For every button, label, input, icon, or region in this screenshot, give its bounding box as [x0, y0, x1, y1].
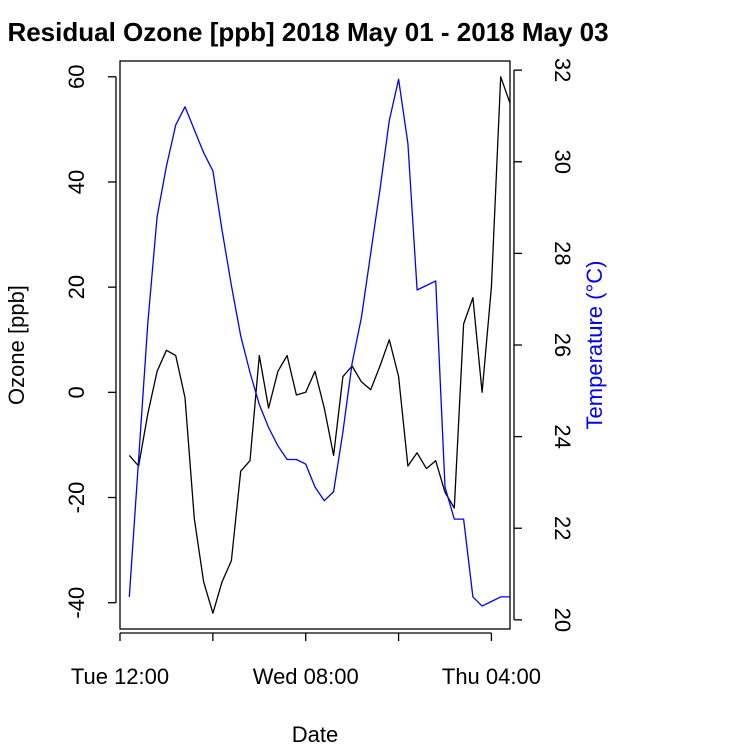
y2-tick-label: 24	[550, 424, 575, 448]
y2-tick-label: 26	[550, 333, 575, 357]
y-tick-label: 20	[64, 275, 89, 299]
x-tick-label: Tue 12:00	[71, 664, 169, 689]
x-axis: Tue 12:00 Wed 08:00 Thu 04:00	[71, 632, 541, 689]
y-axis-temperature: 20 22 24 26 28 30 32	[513, 58, 575, 632]
y2-tick-label: 30	[550, 150, 575, 174]
y-tick-label: -20	[64, 482, 89, 514]
chart-title: Residual Ozone [ppb] 2018 May 01 - 2018 …	[7, 17, 608, 47]
x-tick-label: Thu 04:00	[442, 664, 541, 689]
y-tick-label: 0	[64, 386, 89, 398]
x-tick-label: Wed 08:00	[253, 664, 359, 689]
y2-tick-label: 20	[550, 608, 575, 632]
y2-tick-label: 32	[550, 58, 575, 82]
y-tick-label: 40	[64, 170, 89, 194]
y-tick-label: -40	[64, 587, 89, 619]
y-axis-ozone: -40 -20 0 20 40 60	[64, 65, 117, 619]
y-tick-label: 60	[64, 65, 89, 89]
y2-axis-label: Temperature (°C)	[582, 261, 607, 430]
y-axis-label: Ozone [ppb]	[4, 285, 29, 405]
plot-frame	[119, 60, 511, 630]
x-axis-label: Date	[292, 722, 338, 747]
series-line-temperature	[128, 78, 510, 607]
y2-tick-label: 22	[550, 516, 575, 540]
series-layer	[128, 76, 511, 614]
y2-tick-label: 28	[550, 241, 575, 265]
series-line-ozone	[128, 76, 511, 614]
